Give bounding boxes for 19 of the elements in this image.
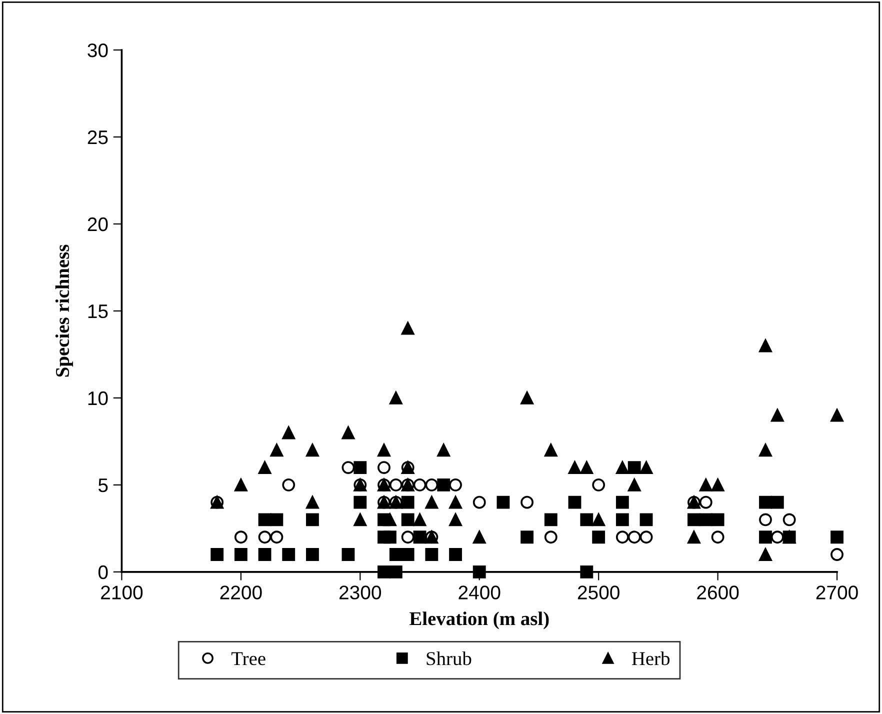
x-tick-label: 2500	[578, 586, 620, 600]
y-tick-label: 15	[88, 304, 108, 318]
legend-label: Herb	[632, 652, 670, 666]
y-tick-label: 20	[88, 217, 108, 232]
x-tick-label: 2400	[458, 586, 500, 600]
x-tick-label: 2700	[816, 586, 858, 600]
x-tick-label: 2600	[697, 586, 739, 600]
legend-label: Shrub	[426, 652, 472, 666]
legend-label: Tree	[231, 652, 266, 666]
x-tick-label: 2300	[340, 586, 382, 600]
y-tick-label: 30	[88, 43, 108, 58]
y-tick-label: 0	[98, 565, 108, 580]
x-tick-label: 2100	[101, 586, 143, 600]
y-tick-label: 25	[88, 130, 108, 144]
x-axis-title: Elevation (m asl)	[409, 612, 549, 630]
x-tick-label: 2200	[220, 586, 262, 600]
y-tick-label: 5	[98, 478, 108, 492]
y-tick-label: 10	[88, 391, 108, 406]
y-axis-title: Species richness	[55, 244, 74, 377]
